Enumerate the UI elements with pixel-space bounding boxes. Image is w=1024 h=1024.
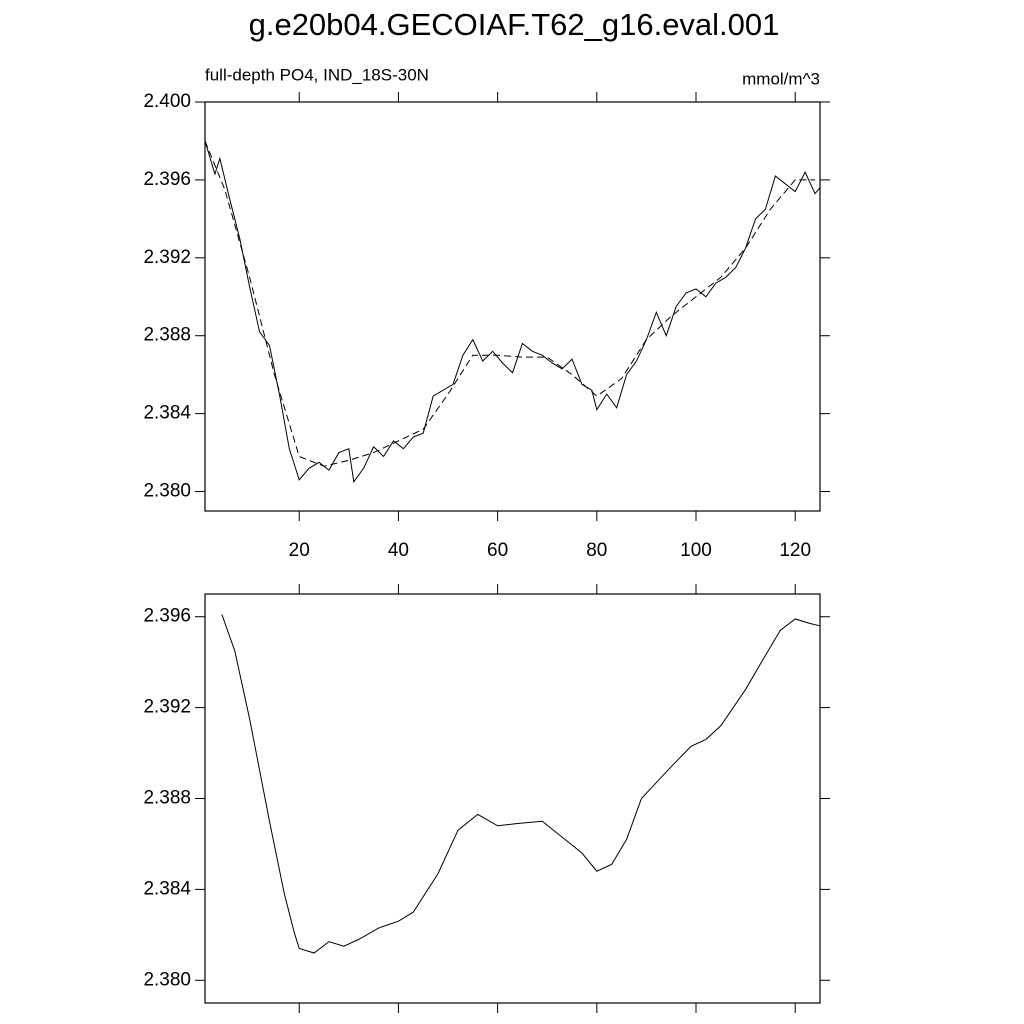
y-tick-label: 2.392: [143, 697, 191, 718]
left-subtitle: full-depth PO4, IND_18S-30N: [205, 65, 429, 84]
x-tick-label: 80: [586, 540, 607, 561]
y-tick-label: 2.392: [143, 247, 191, 268]
y-tick-label: 2.380: [143, 969, 191, 990]
x-tick-label: 40: [388, 540, 409, 561]
chart-title: g.e20b04.GECOIAF.T62_g16.eval.001: [249, 7, 780, 42]
units-label: mmol/m^3: [742, 69, 820, 88]
y-tick-label: 2.396: [143, 169, 191, 190]
data-line: [204, 140, 816, 467]
x-tick-label: 120: [779, 540, 811, 561]
y-tick-label: 2.388: [143, 325, 191, 346]
x-tick-label: 60: [487, 540, 508, 561]
data-line: [221, 614, 821, 954]
y-tick-label: 2.388: [143, 788, 191, 809]
data-line: [204, 140, 821, 484]
x-tick-label: 20: [289, 540, 310, 561]
y-tick-label: 2.384: [143, 403, 191, 424]
y-tick-label: 2.384: [143, 878, 191, 899]
plot-frame: [204, 101, 821, 512]
y-tick-label: 2.396: [143, 606, 191, 627]
y-tick-label: 2.400: [143, 91, 191, 112]
y-tick-label: 2.380: [143, 481, 191, 502]
x-tick-label: 100: [680, 540, 712, 561]
